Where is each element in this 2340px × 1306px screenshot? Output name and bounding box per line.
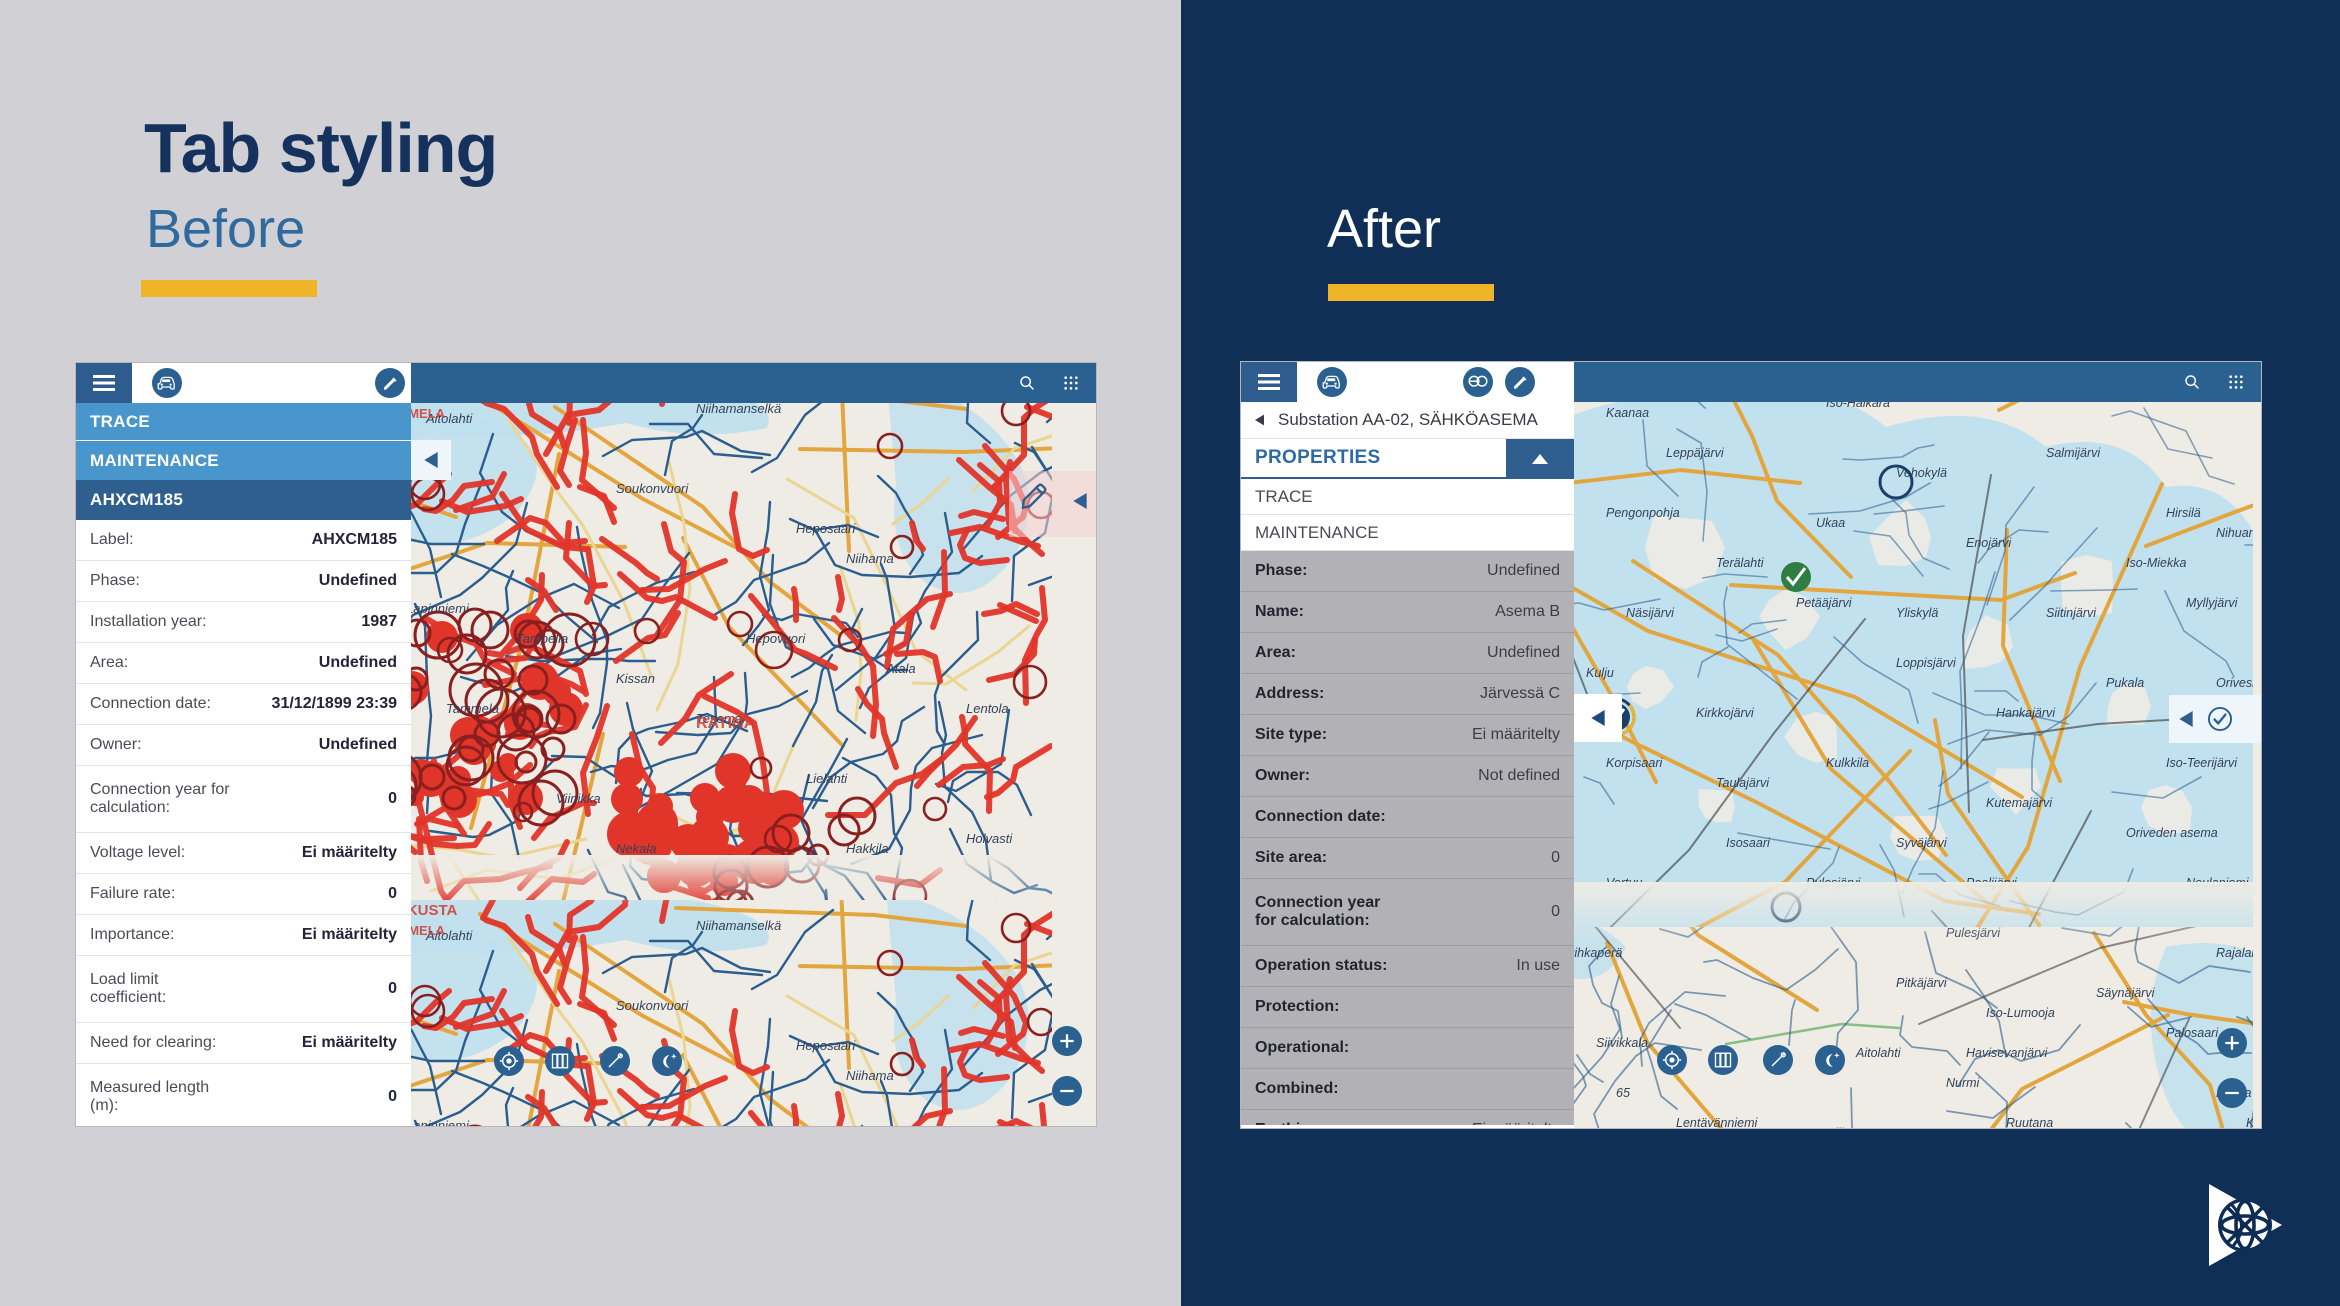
svg-text:Viinikka: Viinikka: [556, 791, 601, 806]
svg-text:Soukonvuori: Soukonvuori: [616, 481, 689, 496]
svg-text:Holvasti: Holvasti: [966, 831, 1013, 846]
svg-text:TAMMELA: TAMMELA: [411, 923, 446, 938]
svg-text:Orivesi: Orivesi: [2216, 676, 2253, 690]
svg-text:Nihuantausta: Nihuantausta: [2216, 526, 2253, 540]
svg-text:TAMMELA: TAMMELA: [411, 406, 446, 421]
svg-text:Syväjärvi: Syväjärvi: [1896, 836, 1948, 850]
svg-text:Niihamanselkä: Niihamanselkä: [696, 918, 781, 933]
svg-text:Palosaari: Palosaari: [2166, 1026, 2219, 1040]
svg-text:Pengonpohja: Pengonpohja: [1606, 506, 1680, 520]
svg-text:Hakkila: Hakkila: [846, 841, 889, 856]
svg-text:Taulajärvi: Taulajärvi: [1716, 776, 1770, 790]
svg-text:Ukaa: Ukaa: [1816, 516, 1845, 530]
svg-text:Havisevanjärvi: Havisevanjärvi: [1966, 1046, 2049, 1060]
svg-text:Kirkkojärvi: Kirkkojärvi: [1696, 706, 1755, 720]
svg-text:Lentävänniemi: Lentävänniemi: [1676, 1116, 1759, 1128]
svg-text:Hepovuori: Hepovuori: [746, 631, 806, 646]
svg-text:Tammela: Tammela: [446, 701, 499, 716]
svg-text:Terälahti: Terälahti: [1716, 556, 1765, 570]
svg-text:Pukala: Pukala: [2106, 676, 2144, 690]
svg-text:Kautiala: Kautiala: [2246, 1116, 2253, 1128]
svg-text:KESKUSTA: KESKUSTA: [411, 902, 458, 919]
svg-text:Niihama: Niihama: [846, 1068, 894, 1083]
svg-text:Hirsilä: Hirsilä: [2166, 506, 2201, 520]
svg-text:Heposaari: Heposaari: [796, 1038, 856, 1053]
svg-text:Kulkkila: Kulkkila: [1826, 756, 1869, 770]
svg-text:Niihama: Niihama: [846, 551, 894, 566]
svg-text:Nekala: Nekala: [616, 841, 656, 856]
svg-text:Niihamanselkä: Niihamanselkä: [696, 403, 781, 416]
svg-text:Hankajärvi: Hankajärvi: [1996, 706, 2056, 720]
svg-text:Lapinniemi: Lapinniemi: [411, 1118, 470, 1126]
svg-text:Korpisaari: Korpisaari: [1606, 756, 1663, 770]
svg-text:Yliskylä: Yliskylä: [1896, 606, 1938, 620]
svg-text:Säynäjärvi: Säynäjärvi: [2096, 986, 2156, 1000]
svg-text:Lentola: Lentola: [966, 701, 1009, 716]
svg-text:Kutemajärvi: Kutemajärvi: [1986, 796, 2053, 810]
svg-text:Nurmi: Nurmi: [1946, 1076, 1981, 1090]
svg-text:Oriveden asema: Oriveden asema: [2126, 826, 2218, 840]
svg-text:Kissan: Kissan: [616, 671, 655, 686]
svg-text:Soukonvuori: Soukonvuori: [616, 998, 689, 1013]
svg-text:Vertuu: Vertuu: [1606, 876, 1642, 890]
svg-text:Siitinjärvi: Siitinjärvi: [2046, 606, 2097, 620]
svg-text:Siivikkala: Siivikkala: [1596, 1036, 1648, 1050]
svg-text:Ruutana: Ruutana: [2006, 1116, 2053, 1128]
svg-text:Pulesjärvi: Pulesjärvi: [1946, 927, 2001, 940]
svg-text:RATINA: RATINA: [696, 715, 756, 732]
svg-text:Paalijärvi: Paalijärvi: [1966, 876, 2018, 890]
svg-text:Lapinniemi: Lapinniemi: [411, 601, 470, 616]
svg-text:Tampella: Tampella: [516, 631, 568, 646]
svg-text:Lielahti: Lielahti: [806, 771, 848, 786]
svg-text:Iso-Miekka: Iso-Miekka: [2126, 556, 2186, 570]
svg-text:Salmijärvi: Salmijärvi: [2046, 446, 2101, 460]
svg-text:Enojärvi: Enojärvi: [1966, 536, 2012, 550]
svg-text:Leppäjärvi: Leppäjärvi: [1666, 446, 1725, 460]
svg-text:Neulaniemi: Neulaniemi: [2186, 876, 2250, 890]
svg-text:Pihkaperä: Pihkaperä: [1574, 946, 1622, 960]
svg-text:65: 65: [1616, 1086, 1630, 1100]
svg-text:Atala: Atala: [885, 661, 916, 676]
svg-text:Pitkäjärvi: Pitkäjärvi: [1896, 976, 1948, 990]
svg-text:Iso-Lumooja: Iso-Lumooja: [1986, 1006, 2055, 1020]
svg-text:Kaanaa: Kaanaa: [1606, 406, 1649, 420]
svg-text:Loppisjärvi: Loppisjärvi: [1896, 656, 1957, 670]
svg-text:Iso-Haikara: Iso-Haikara: [1826, 402, 1890, 410]
svg-text:Heposaari: Heposaari: [796, 521, 856, 536]
svg-text:Pulesjärvi: Pulesjärvi: [1806, 876, 1861, 890]
svg-text:Petääjärvi: Petääjärvi: [1796, 596, 1853, 610]
svg-text:Kulju: Kulju: [1586, 666, 1614, 680]
svg-text:Iso-Teerijärvi: Iso-Teerijärvi: [2166, 756, 2238, 770]
svg-text:Näsijärvi: Näsijärvi: [1626, 606, 1675, 620]
svg-text:Aitolahti: Aitolahti: [1855, 1046, 1902, 1060]
svg-text:Mustoo: Mustoo: [2166, 1126, 2207, 1128]
svg-text:Rajalahti: Rajalahti: [2216, 946, 2253, 960]
svg-text:Myllyjärvi: Myllyjärvi: [2186, 596, 2239, 610]
svg-text:Isosaari: Isosaari: [1726, 836, 1771, 850]
svg-text:Niihama: Niihama: [1826, 1126, 1872, 1128]
